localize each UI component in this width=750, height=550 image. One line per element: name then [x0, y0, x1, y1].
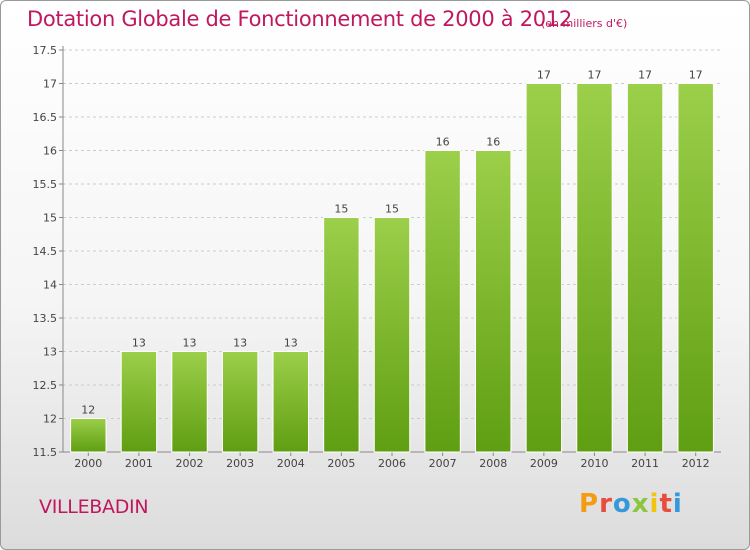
- y-tick-label: 15: [43, 212, 57, 225]
- x-tick-label: 2006: [378, 457, 406, 470]
- data-label: 15: [334, 203, 348, 216]
- data-label: 17: [537, 69, 551, 82]
- y-tick-label: 16.5: [33, 111, 58, 124]
- logo-letter: P: [579, 489, 600, 519]
- logo-letter: x: [631, 489, 650, 519]
- y-tick-label: 15.5: [33, 178, 58, 191]
- y-tick-label: 11.5: [33, 446, 58, 459]
- bar-2003: [221, 351, 259, 453]
- x-tick-label: 2001: [125, 457, 153, 470]
- data-label: 16: [436, 136, 450, 149]
- x-tick-label: 2008: [479, 457, 507, 470]
- logo-letter: r: [599, 489, 613, 519]
- y-tick-label: 14: [43, 279, 57, 292]
- y-tick-label: 13: [43, 346, 57, 359]
- bar-2006: [373, 217, 411, 453]
- bar-2002: [171, 351, 208, 453]
- data-label: 17: [689, 69, 703, 82]
- y-tick-label: 16: [43, 145, 57, 158]
- chart-subtitle: (en milliers d'€): [541, 17, 628, 30]
- bar-2012: [677, 83, 714, 453]
- x-tick-label: 2007: [429, 457, 457, 470]
- x-tick-label: 2003: [226, 457, 254, 470]
- data-label: 13: [132, 337, 146, 350]
- data-label: 13: [183, 337, 197, 350]
- bar-2007: [424, 150, 461, 453]
- bar-2001: [120, 351, 158, 453]
- label-layer: 12 13 13 13 13 15 15 16 16 17 17 17 17: [81, 69, 702, 417]
- x-tick-label: 2005: [327, 457, 355, 470]
- bar-2011: [626, 83, 664, 453]
- data-label: 17: [638, 69, 652, 82]
- logo-letter: i: [649, 489, 660, 519]
- y-tick-label: 13.5: [33, 312, 58, 325]
- bar-2008: [475, 150, 512, 453]
- x-tick-label: 2002: [176, 457, 204, 470]
- y-tick-label: 17: [43, 78, 57, 91]
- data-label: 17: [587, 69, 601, 82]
- data-label: 15: [385, 203, 399, 216]
- bar-2004: [272, 351, 309, 453]
- x-tick-label: 2000: [74, 457, 102, 470]
- y-tick-label: 12.5: [33, 379, 58, 392]
- logo-letter: i: [672, 489, 683, 519]
- bar-2005: [323, 217, 360, 453]
- data-label: 13: [233, 337, 247, 350]
- x-tick-label: 2004: [277, 457, 305, 470]
- bar-layer: [70, 83, 714, 453]
- logo-letter: t: [659, 489, 673, 519]
- data-label: 12: [81, 404, 95, 417]
- y-tick-label: 14.5: [33, 245, 58, 258]
- y-tick-label: 12: [43, 413, 57, 426]
- x-tick-label: 2011: [631, 457, 659, 470]
- proxiti-logo[interactable]: Proxiti: [579, 489, 683, 519]
- x-tick-label: 2009: [530, 457, 558, 470]
- bar-2009: [525, 83, 563, 453]
- bar-2010: [576, 83, 613, 453]
- data-label: 13: [284, 337, 298, 350]
- logo-letter: o: [612, 489, 632, 519]
- y-tick-label: 17.5: [33, 44, 58, 57]
- data-label: 16: [486, 136, 500, 149]
- chart-title: Dotation Globale de Fonctionnement de 20…: [27, 7, 572, 31]
- x-tick-label: 2012: [682, 457, 710, 470]
- commune-name: VILLEBADIN: [39, 496, 149, 518]
- bar-2000: [70, 418, 107, 453]
- x-tick-label: 2010: [580, 457, 608, 470]
